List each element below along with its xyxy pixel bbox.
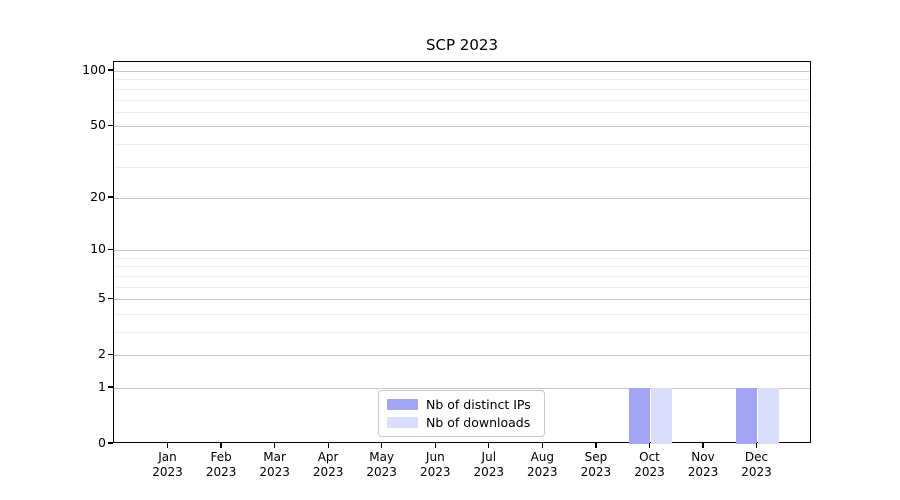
y-gridline-minor-9 (114, 257, 810, 259)
y-tick-label-20: 20 (90, 188, 106, 204)
y-tick-0 (108, 442, 113, 444)
x-tick-label-nov-2023: Nov 2023 (687, 450, 719, 479)
y-tick-label-2: 2 (98, 346, 106, 362)
bar-nb-of-distinct-ips-dec-2023 (736, 388, 758, 444)
y-tick-50 (108, 124, 113, 126)
y-tick-label-0: 0 (98, 435, 106, 450)
x-tick-label-jan-2023: Jan 2023 (152, 450, 183, 479)
y-gridline-minor-80 (114, 88, 810, 90)
y-gridline-minor-8 (114, 266, 810, 268)
y-gridline-minor-40 (114, 143, 810, 145)
x-tick-label-aug-2023: Aug 2023 (527, 450, 558, 479)
legend-item-downloads: Nb of downloads (387, 415, 536, 430)
y-gridline-major-100 (114, 71, 810, 72)
bar-nb-of-distinct-ips-oct-2023 (629, 388, 651, 444)
x-tick-label-sep-2023: Sep 2023 (580, 450, 612, 479)
legend-swatch-distinct-ips (387, 399, 418, 410)
y-gridline-minor-60 (114, 111, 810, 113)
legend-label-distinct-ips: Nb of distinct IPs (426, 397, 531, 412)
x-tick-label-jul-2023: Jul 2023 (473, 450, 505, 479)
x-tick-label-jun-2023: Jun 2023 (420, 450, 451, 479)
x-tick-jun-2023 (434, 443, 436, 448)
x-tick-dec-2023 (755, 443, 758, 448)
y-tick-label-10: 10 (90, 241, 106, 257)
legend-item-distinct-ips: Nb of distinct IPs (387, 397, 536, 412)
x-tick-apr-2023 (327, 443, 329, 448)
bar-nb-of-downloads-dec-2023 (757, 388, 779, 444)
y-gridline-major-5 (114, 299, 810, 301)
y-gridline-minor-7 (114, 275, 810, 277)
y-tick-5 (108, 297, 113, 299)
x-tick-aug-2023 (541, 443, 543, 448)
x-tick-nov-2023 (702, 443, 704, 448)
x-tick-label-may-2023: May 2023 (366, 450, 397, 479)
y-tick-20 (108, 196, 113, 198)
chart-title: SCP 2023 (426, 36, 498, 54)
y-tick-1 (108, 386, 113, 388)
y-gridline-major-20 (114, 197, 810, 199)
y-tick-label-50: 50 (90, 117, 106, 133)
y-tick-2 (108, 353, 113, 355)
y-tick-100 (108, 69, 113, 71)
x-tick-mar-2023 (274, 443, 276, 448)
x-tick-may-2023 (381, 443, 383, 448)
x-tick-label-apr-2023: Apr 2023 (312, 450, 344, 479)
y-gridline-major-50 (114, 126, 810, 128)
y-gridline-minor-4 (114, 313, 810, 315)
x-tick-sep-2023 (595, 443, 597, 448)
x-tick-label-oct-2023: Oct 2023 (634, 450, 665, 479)
y-gridline-major-2 (114, 355, 810, 357)
y-gridline-minor-70 (114, 99, 810, 101)
y-tick-10 (108, 248, 113, 250)
y-tick-label-100: 100 (82, 62, 106, 77)
x-tick-feb-2023 (220, 443, 222, 448)
legend: Nb of distinct IPs Nb of downloads (378, 390, 545, 437)
plot-area (113, 61, 811, 444)
x-tick-jul-2023 (488, 443, 490, 448)
x-tick-label-feb-2023: Feb 2023 (205, 450, 237, 479)
x-tick-label-mar-2023: Mar 2023 (259, 450, 290, 479)
y-tick-label-5: 5 (98, 290, 106, 306)
legend-swatch-downloads (387, 417, 418, 428)
y-gridline-major-1 (114, 388, 810, 389)
y-gridline-minor-30 (114, 166, 810, 168)
x-tick-label-dec-2023: Dec 2023 (741, 450, 772, 479)
y-gridline-minor-6 (114, 286, 810, 288)
y-tick-label-1: 1 (98, 379, 106, 394)
y-gridline-major-10 (114, 250, 810, 252)
bar-nb-of-downloads-oct-2023 (650, 388, 672, 444)
x-tick-jan-2023 (166, 443, 169, 448)
legend-label-downloads: Nb of downloads (426, 415, 531, 430)
x-tick-oct-2023 (648, 443, 651, 448)
y-gridline-minor-3 (114, 332, 810, 333)
y-gridline-minor-90 (114, 79, 810, 81)
